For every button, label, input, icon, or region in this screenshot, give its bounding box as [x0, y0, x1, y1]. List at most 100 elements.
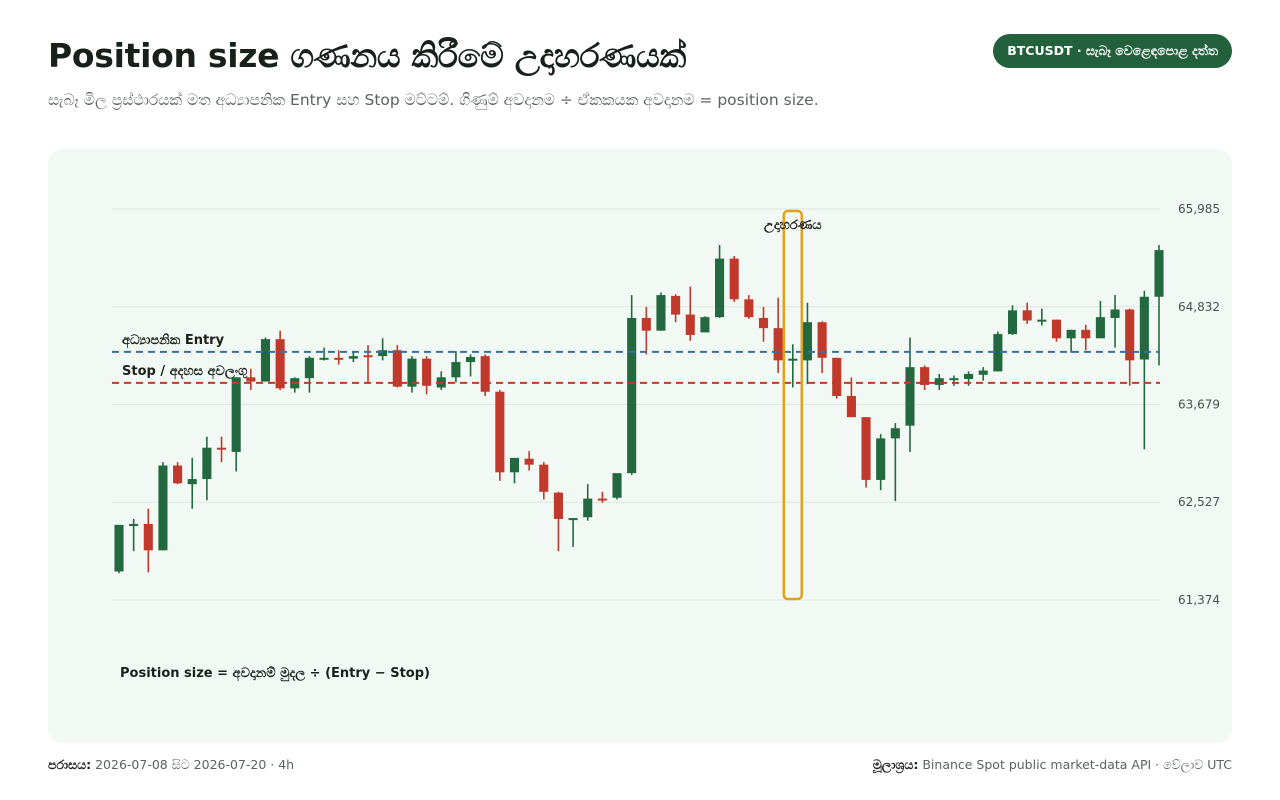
candle-body — [173, 465, 183, 484]
stop-label: Stop / අදහස අවලංගු — [122, 364, 248, 380]
candle-body — [934, 378, 944, 385]
candle — [715, 245, 725, 318]
candle — [568, 518, 578, 547]
candle-body — [949, 378, 959, 381]
candle-body — [905, 367, 915, 426]
candle — [744, 295, 754, 319]
candle — [978, 367, 988, 381]
candle — [202, 436, 212, 501]
candle-body — [334, 357, 344, 360]
candle-body — [993, 334, 1003, 372]
candle — [1007, 305, 1018, 335]
candle-body — [817, 322, 827, 358]
candle-body — [1007, 310, 1018, 335]
candle-body — [1022, 310, 1032, 321]
range-value: 2026-07-08 සිට 2026-07-20 · 4h — [95, 757, 295, 772]
candle-body — [348, 356, 358, 359]
candle-body — [1095, 317, 1105, 339]
candle — [173, 462, 183, 485]
candle — [612, 473, 622, 500]
candle — [187, 457, 197, 509]
candle-body — [788, 358, 798, 361]
candle-body — [246, 377, 256, 382]
page-title: Position size ගණනය කිරීමේ උදාහරණයක් — [48, 36, 686, 75]
candle — [1081, 324, 1091, 351]
candle-body — [1066, 329, 1076, 339]
y-tick-label: 64,832 — [1178, 300, 1220, 314]
range-label: පරාසය: — [48, 757, 92, 772]
candle-body — [553, 492, 563, 519]
candle — [832, 357, 842, 399]
candle-body — [568, 518, 578, 521]
candle-body — [319, 357, 329, 360]
y-tick-label: 61,374 — [1178, 593, 1220, 607]
candle — [290, 377, 300, 393]
candle — [129, 518, 139, 552]
candle — [890, 423, 900, 502]
candle-body — [656, 295, 666, 331]
candle-body — [1081, 329, 1091, 339]
candlestick-chart: 61,374 62,527 63,679 64,832 65,985 අධ්‍යාපනි… — [112, 202, 1220, 682]
candle — [260, 337, 271, 382]
candle-body — [129, 524, 139, 527]
candle — [348, 351, 358, 363]
candle-body — [1139, 296, 1149, 360]
candle-body — [260, 339, 271, 382]
candle — [1154, 245, 1164, 366]
candle — [480, 354, 490, 396]
range-footer: පරාසය: 2026-07-08 සිට 2026-07-20 · 4h — [48, 757, 294, 773]
candle-body — [509, 457, 520, 473]
candle — [773, 297, 783, 374]
candle — [524, 451, 534, 471]
candle — [319, 347, 329, 361]
candle — [407, 356, 417, 393]
candle — [861, 417, 871, 488]
source-footer: මූලාශ්‍රය: Binance Spot public market-da… — [873, 757, 1232, 773]
y-tick-label: 62,527 — [1178, 495, 1220, 509]
candle-body — [627, 317, 637, 474]
candle-body — [715, 258, 725, 318]
candle — [363, 345, 373, 383]
y-axis-ticks: 61,374 62,527 63,679 64,832 65,985 — [1178, 202, 1220, 607]
candle-body — [832, 357, 842, 396]
y-tick-label: 63,679 — [1178, 398, 1220, 412]
candle — [876, 434, 886, 491]
candle — [1139, 290, 1149, 450]
candle-body — [114, 524, 124, 572]
candle-body — [451, 362, 461, 378]
candle — [817, 321, 827, 374]
candle-body — [890, 428, 900, 439]
candle — [1051, 319, 1062, 342]
candle — [934, 373, 944, 391]
example-highlight-label: උදාහරණය — [764, 218, 822, 234]
candle-body — [202, 447, 212, 480]
candle-body — [744, 299, 754, 318]
candle — [993, 331, 1003, 372]
candle — [216, 436, 227, 463]
candle-body — [758, 317, 769, 329]
candle-body — [524, 458, 534, 465]
position-size-formula: Position size = අවදානම් මුදල ÷ (Entry − … — [120, 665, 430, 682]
candle-body — [495, 391, 505, 473]
candle — [304, 356, 314, 393]
candle — [802, 302, 812, 385]
candle — [846, 377, 856, 418]
candle — [158, 462, 168, 551]
candle-body — [1154, 250, 1164, 297]
level-layer: අධ්‍යාපනික Entry Stop / අදහස අවලංගු — [112, 332, 1160, 384]
candle — [729, 256, 739, 302]
candle — [597, 491, 607, 503]
candle — [1095, 301, 1105, 339]
candle — [700, 316, 710, 333]
candle-body — [773, 328, 783, 361]
candle — [334, 350, 344, 365]
candle — [920, 365, 930, 391]
candle — [451, 351, 461, 383]
source-label: මූලාශ්‍රය: — [872, 757, 919, 772]
candle — [583, 484, 593, 521]
candle-layer — [114, 245, 1164, 574]
candle — [231, 377, 241, 472]
market-data-badge: BTCUSDT · සැබෑ වෙළෙඳපොළ දත්ත — [993, 34, 1232, 68]
candle-body — [700, 317, 710, 333]
candle-body — [671, 295, 681, 315]
